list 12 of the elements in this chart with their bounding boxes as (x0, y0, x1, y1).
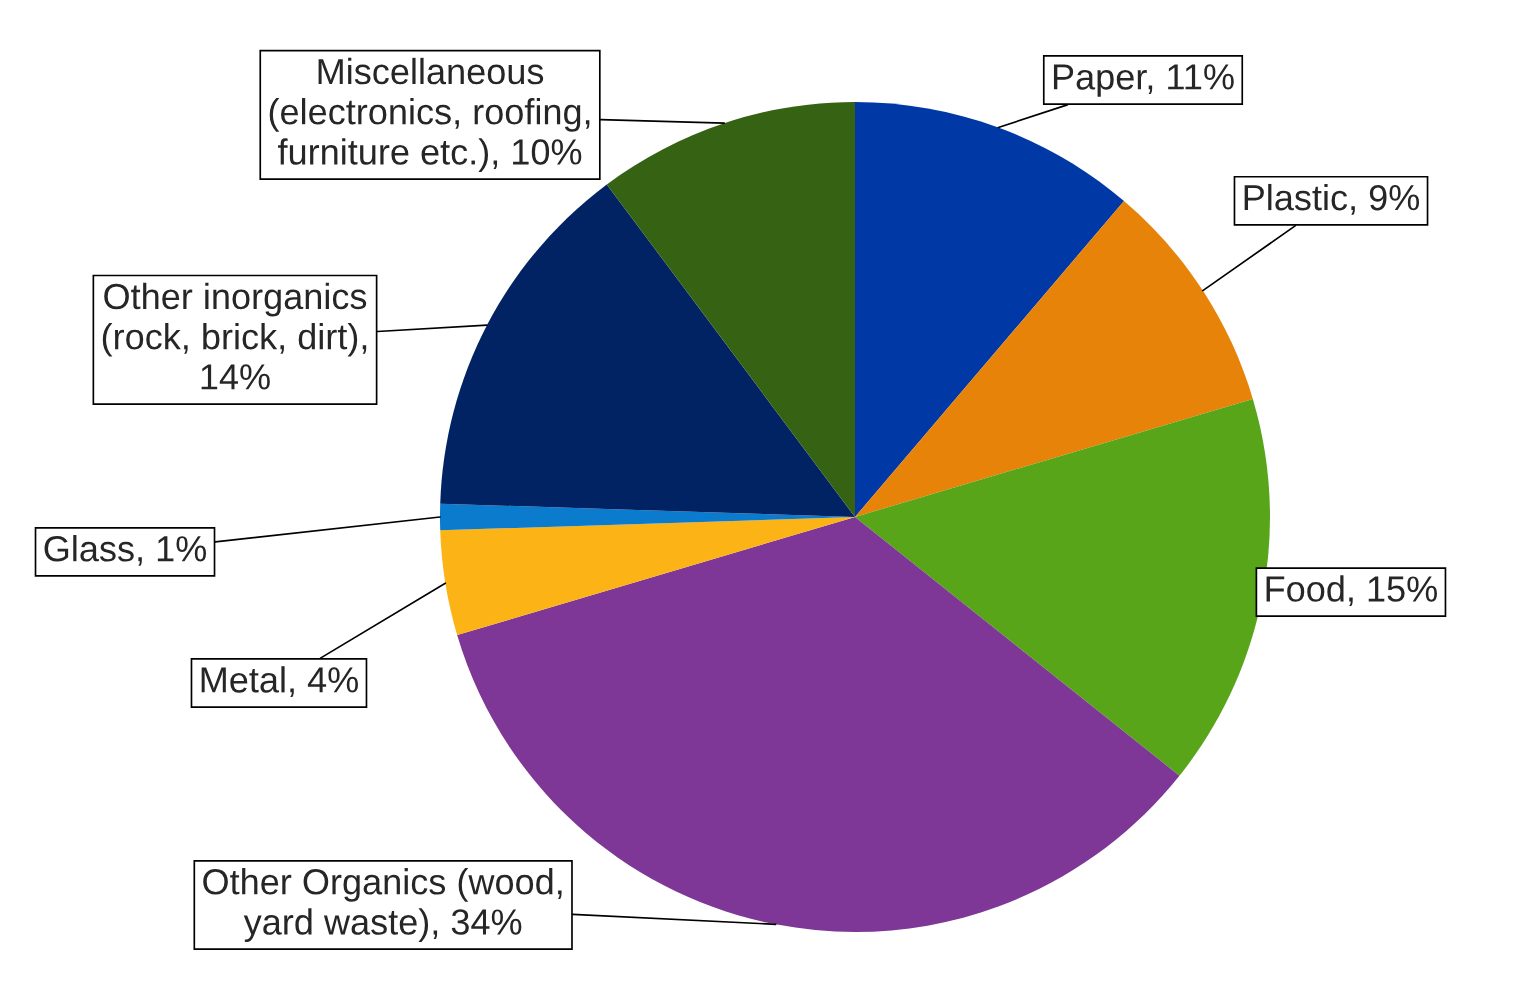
slice-label: Miscellaneous (electronics, roofing, furniture etc.), 10% (269, 57, 590, 172)
pie-slice (855, 102, 1125, 517)
slice-label: Other Organics (wood, yard waste), 34% (203, 868, 562, 942)
slice-label: Metal, 4% (201, 666, 358, 697)
slice-label: Plastic, 9% (1244, 183, 1420, 215)
pie-slice (440, 184, 855, 517)
slice-label: Food, 15% (1266, 575, 1437, 607)
slice-label: Other inorganics (rock, brick, dirt), 14% (102, 282, 367, 390)
pie-slice (606, 102, 855, 517)
slice-label: Glass, 1% (44, 535, 207, 566)
pie-slice (440, 517, 855, 636)
slice-label: Paper, 11% (1053, 64, 1234, 97)
